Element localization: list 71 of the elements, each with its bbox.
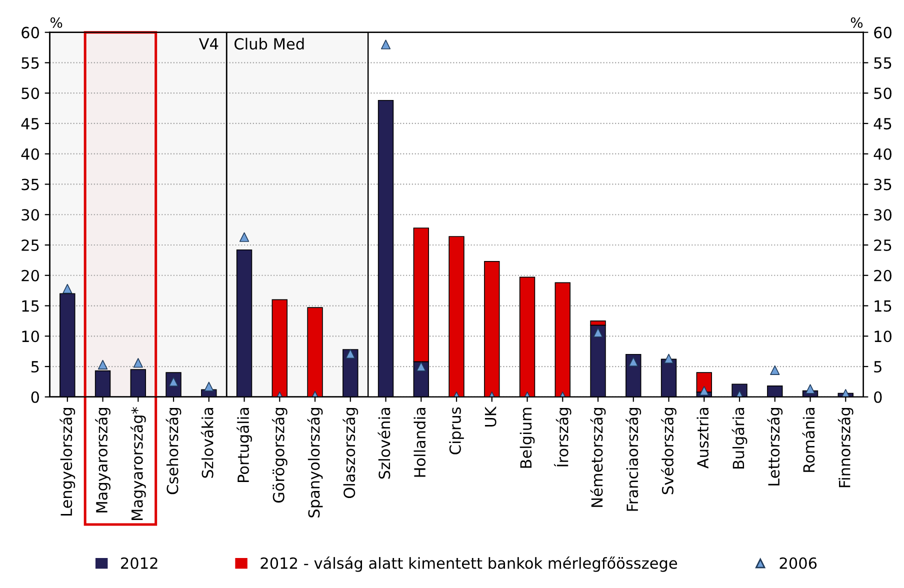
x-tick-label: Görögország xyxy=(272,408,288,503)
y-tick-label: 30 xyxy=(22,209,39,221)
y2-tick-label: 25 xyxy=(874,239,892,252)
y2-tick-label: 10 xyxy=(874,330,892,342)
y-tick-label: 25 xyxy=(22,239,39,252)
y2-tick-label: 40 xyxy=(874,148,892,160)
x-tick-label: Románia xyxy=(802,408,815,472)
x-tick-label: Ciprus xyxy=(449,407,464,454)
point xyxy=(62,284,72,294)
point xyxy=(380,40,391,50)
x-tick-label: Bulgária xyxy=(732,408,748,468)
x-tick-label: Portugália xyxy=(236,408,252,482)
x-tick-label: Lettország xyxy=(767,408,783,486)
y2-tick-label: 35 xyxy=(874,178,892,190)
x-tick-label: Németország xyxy=(590,408,606,507)
y-tick-label: 45 xyxy=(21,118,39,130)
y-tick-label: 10 xyxy=(22,330,39,342)
y2-axis-title: % xyxy=(850,17,863,28)
point xyxy=(664,354,674,364)
x-tick-label: Magyarország xyxy=(95,408,110,512)
y-axis-title: % xyxy=(50,17,62,28)
y-tick-label: 35 xyxy=(22,178,39,190)
legend-label: 2012 - válság alatt kimentett bankok mérlegfőösszege xyxy=(260,556,678,572)
x-tick-label: Svédország xyxy=(661,408,676,494)
y-tick-label: 0 xyxy=(31,391,39,403)
point xyxy=(98,360,108,370)
y2-tick-label: 5 xyxy=(874,361,882,373)
x-tick-label: Írország xyxy=(554,408,572,467)
x-tick-label: Ausztria xyxy=(696,408,709,468)
point xyxy=(133,358,143,368)
y2-tick-label: 20 xyxy=(874,270,892,282)
band-label: V4 xyxy=(198,38,218,50)
y-tick-label: 50 xyxy=(22,88,39,100)
y2-tick-label: 60 xyxy=(874,26,892,38)
point xyxy=(239,232,250,242)
y2-tick-label: 30 xyxy=(874,209,892,221)
x-tick-label: Csehország xyxy=(166,408,182,494)
y-tick-label: 55 xyxy=(22,57,39,69)
x-tick-label: UK xyxy=(484,406,496,426)
x-tick-label: Lengyelország xyxy=(60,408,76,516)
band-label: Club Med xyxy=(234,38,304,50)
x-tick-label: Szlovénia xyxy=(378,408,390,479)
y-tick-label: 20 xyxy=(22,270,39,282)
legend-label: 2012 xyxy=(121,557,158,569)
y2-tick-label: 55 xyxy=(874,57,892,69)
y2-tick-label: 15 xyxy=(874,300,892,312)
point xyxy=(699,386,709,396)
y-tick-label: 5 xyxy=(31,361,39,373)
point xyxy=(416,362,426,372)
x-tick-label: Belgium xyxy=(520,408,535,468)
y2-tick-label: 0 xyxy=(874,391,882,403)
x-tick-label: Finnország xyxy=(838,408,854,488)
point xyxy=(805,384,816,394)
point xyxy=(346,348,356,359)
x-tick-label: Olaszország xyxy=(342,408,358,498)
x-tick-label: Spanyolország xyxy=(307,408,323,518)
x-tick-label: Magyarország* xyxy=(130,407,146,520)
point xyxy=(204,382,214,392)
x-tick-label: Franciaország xyxy=(626,408,642,511)
x-tick-label: Szlovákia xyxy=(200,408,214,478)
x-tick-label: Hollandia xyxy=(414,408,426,477)
point xyxy=(628,356,638,366)
point xyxy=(593,328,603,338)
y-tick-label: 15 xyxy=(22,300,39,312)
bar xyxy=(696,372,712,392)
legend-label: 2006 xyxy=(780,557,817,569)
y2-tick-label: 45 xyxy=(874,118,892,130)
y-tick-label: 60 xyxy=(22,26,39,38)
y-tick-label: 40 xyxy=(21,148,39,160)
y2-tick-label: 50 xyxy=(874,88,892,100)
point xyxy=(770,365,780,375)
